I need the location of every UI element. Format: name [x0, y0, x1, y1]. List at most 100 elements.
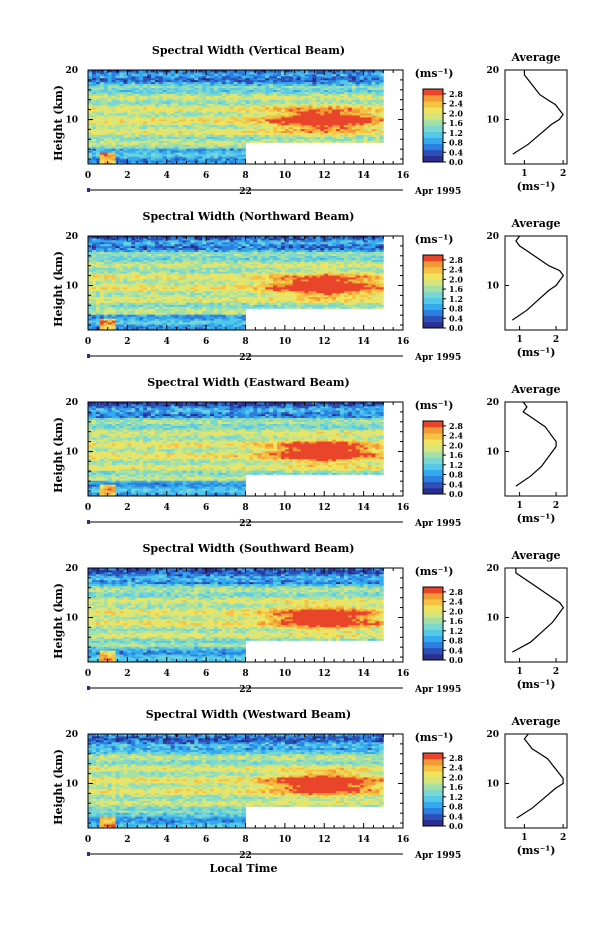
heatmap-cell — [245, 126, 250, 130]
heatmap-cell — [320, 109, 325, 112]
heatmap-cell — [119, 128, 124, 132]
heatmap-cell — [178, 105, 183, 108]
heatmap-cell — [119, 304, 124, 307]
heatmap-cell — [277, 85, 282, 89]
heatmap-cell — [111, 70, 116, 73]
heatmap-cell — [103, 261, 109, 264]
heatmap-cell — [237, 138, 242, 141]
heatmap-cell — [214, 138, 219, 141]
heatmap-cell — [107, 269, 113, 272]
heatmap-cell — [328, 109, 333, 112]
heatmap-cell — [292, 75, 298, 79]
heatmap-cell — [324, 107, 329, 110]
heatmap-cell — [131, 300, 136, 303]
heatmap-cell — [288, 140, 294, 143]
heatmap-cell — [217, 261, 223, 264]
heatmap-cell — [186, 126, 191, 130]
heatmap-cell — [241, 136, 246, 139]
heatmap-cell — [135, 118, 140, 122]
heatmap-cell — [265, 91, 270, 94]
heatmap-cell — [99, 87, 105, 90]
heatmap-cell — [95, 87, 101, 90]
heatmap-cell — [131, 273, 136, 276]
heatmap-cell — [143, 302, 148, 305]
heatmap-cell — [347, 97, 353, 100]
heatmap-cell — [147, 142, 152, 145]
heatmap-cell — [210, 279, 215, 282]
heatmap-cell — [88, 267, 93, 270]
heatmap-cell — [308, 81, 313, 85]
heatmap-cell — [312, 91, 317, 94]
heatmap-cell — [99, 318, 105, 321]
heatmap-cell — [371, 99, 376, 102]
heatmap-cell — [359, 105, 365, 108]
heatmap-cell — [296, 87, 302, 90]
heatmap-cell — [182, 316, 187, 319]
heatmap-cell — [151, 259, 156, 262]
heatmap-cell — [154, 255, 160, 258]
heatmap-cell — [158, 158, 164, 161]
heatmap-cell — [166, 259, 172, 262]
heatmap-cell — [147, 259, 152, 262]
heatmap-cell — [241, 85, 246, 89]
heatmap-cell — [214, 316, 219, 319]
heatmap-cell — [162, 239, 168, 243]
heatmap-cell — [182, 70, 187, 73]
heatmap-cell — [229, 158, 235, 161]
heatmap-cell — [154, 265, 160, 268]
heatmap-cell — [103, 281, 109, 284]
heatmap-cell — [320, 105, 325, 108]
heatmap-cell — [99, 273, 105, 276]
heatmap-cell — [127, 154, 132, 157]
heatmap-cell — [194, 324, 199, 327]
heatmap-cell — [151, 281, 156, 284]
heatmap-cell — [111, 71, 116, 75]
heatmap-cell — [119, 283, 124, 286]
heatmap-cell — [178, 275, 183, 278]
heatmap-cell — [147, 75, 152, 79]
heatmap-cell — [139, 136, 144, 139]
heatmap-cell — [269, 130, 274, 134]
heatmap-cell — [88, 73, 93, 77]
heatmap-cell — [229, 109, 235, 112]
heatmap-cell — [320, 122, 325, 126]
heatmap-cell — [131, 152, 136, 155]
heatmap-cell — [198, 71, 203, 75]
heatmap-cell — [249, 71, 254, 75]
heatmap-cell — [347, 130, 353, 134]
heatmap-cell — [367, 138, 372, 141]
heatmap-cell — [273, 85, 278, 89]
heatmap-cell — [174, 237, 179, 241]
heatmap-cell — [308, 73, 313, 77]
heatmap-cell — [340, 122, 345, 126]
heatmap-cell — [253, 113, 258, 116]
heatmap-cell — [214, 324, 219, 327]
heatmap-cell — [265, 79, 270, 83]
heatmap-cell — [225, 150, 231, 153]
heatmap-cell — [151, 109, 156, 112]
heatmap-cell — [206, 251, 211, 255]
heatmap-cell — [158, 308, 164, 311]
heatmap-cell — [91, 284, 97, 288]
heatmap-cell — [233, 156, 239, 159]
heatmap-cell — [363, 138, 368, 141]
heatmap-cell — [131, 134, 136, 137]
heatmap-cell — [91, 160, 97, 163]
heatmap-cell — [202, 95, 207, 98]
heatmap-cell — [265, 70, 270, 73]
heatmap-cell — [198, 118, 203, 122]
heatmap-cell — [292, 130, 298, 134]
heatmap-cell — [359, 70, 365, 73]
heatmap-cell — [202, 237, 207, 241]
heatmap-cell — [261, 113, 266, 116]
heatmap-cell — [340, 138, 345, 141]
heatmap-cell — [182, 93, 187, 96]
heatmap-cell — [178, 113, 183, 116]
heatmap-cell — [190, 101, 195, 104]
heatmap-cell — [363, 134, 368, 137]
heatmap-cell — [225, 142, 231, 145]
heatmap-cell — [88, 247, 93, 251]
heatmap-cell — [115, 87, 120, 90]
heatmap-cell — [119, 314, 124, 317]
heatmap-cell — [127, 93, 132, 96]
